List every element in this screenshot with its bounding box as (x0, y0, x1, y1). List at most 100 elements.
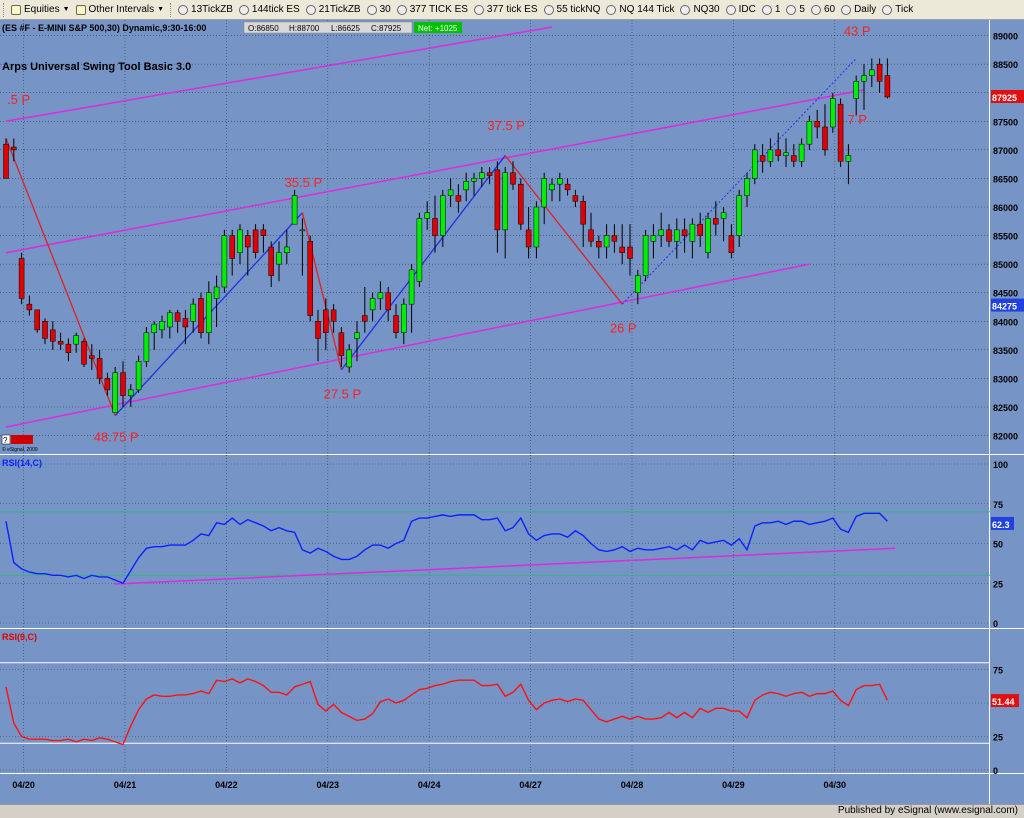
rsi14-tick-label: 50 (993, 540, 1003, 550)
candle-body (502, 172, 508, 231)
candle (611, 224, 618, 253)
candle-body (416, 218, 423, 282)
candle (744, 172, 750, 207)
candle-body (611, 235, 618, 242)
swing-point-label: 35.5 P (285, 175, 323, 190)
candle (432, 195, 438, 253)
candle-body (143, 332, 150, 362)
candle (752, 144, 758, 185)
swing-line-down (504, 155, 623, 305)
candle (26, 295, 33, 316)
price-axis[interactable] (990, 20, 1024, 804)
candle-body (307, 241, 313, 316)
candle-body (588, 229, 594, 242)
svg-text:Net: +1025: Net: +1025 (418, 24, 458, 33)
time-tick-label: 04/20 (12, 780, 35, 790)
candle (401, 298, 407, 345)
candle (728, 224, 735, 259)
price-tick-label: 85000 (993, 260, 1018, 270)
candle (447, 178, 454, 207)
toolbar-button-label: IDC (738, 4, 756, 15)
time-tick-label: 04/29 (722, 780, 745, 790)
candle-body (525, 229, 532, 248)
toolbar-button-60[interactable]: 60 (808, 1, 838, 19)
toolbar-button-30[interactable]: 30 (364, 1, 394, 19)
candle (791, 144, 797, 167)
candle-body (432, 218, 438, 236)
candle (486, 167, 493, 185)
toolbar-button-label: 5 (799, 4, 805, 15)
candle (284, 229, 290, 265)
toolbar-button-tick[interactable]: Tick (879, 1, 916, 19)
toolbar-button-idc[interactable]: IDC (723, 1, 759, 19)
candle-body (167, 312, 173, 328)
candle (252, 224, 259, 259)
toolbar-button-144tick-es[interactable]: 144tick ES (236, 1, 303, 19)
candle (471, 172, 477, 196)
open-value: 86850 (256, 24, 279, 33)
candle-body (323, 309, 329, 333)
toolbar-button-label: 1 (774, 4, 781, 15)
candle (213, 275, 220, 327)
candle-body (861, 75, 867, 82)
svg-text:L:86625: L:86625 (331, 24, 360, 33)
candle-body (876, 63, 883, 82)
candle (533, 201, 540, 259)
toolbar-button-nq30[interactable]: NQ30 (677, 1, 722, 19)
chart-area: RSI(14,C)RSI(9,C) 8900088500880008750087… (0, 20, 1024, 804)
candle (174, 309, 181, 333)
toolbar-button-377-tick-es[interactable]: 377 TICK ES (394, 1, 471, 19)
candle-body (206, 292, 212, 333)
toolbar-button-label: NQ30 (693, 4, 720, 15)
candle-body (252, 229, 259, 253)
candle-body (346, 349, 352, 368)
candle (627, 224, 633, 276)
candle-body (752, 149, 758, 179)
candle (182, 309, 189, 345)
chevron-down-icon: ▼ (62, 6, 70, 13)
chart-corner-controls[interactable]: ? © eSignal, 2009 (1, 434, 38, 453)
toolbar-button-55-ticknq[interactable]: 55 tickNQ (541, 1, 604, 19)
link-icon[interactable] (11, 435, 33, 444)
toolbar-button-other-intervals[interactable]: Other Intervals ▼ (73, 1, 168, 19)
interval-icon (786, 4, 797, 15)
candle (11, 138, 17, 162)
interval-icon (680, 4, 691, 15)
toolbar-button-5[interactable]: 5 (783, 1, 808, 19)
candle-body (767, 149, 774, 162)
toolbar-button-13tickzb[interactable]: 13TickZB (167, 1, 236, 19)
candle (845, 144, 852, 185)
candle-body (814, 121, 820, 128)
candle (869, 58, 875, 87)
price-tick-label: 82000 (993, 432, 1018, 442)
candle-body (822, 126, 828, 151)
candle-body (845, 155, 852, 162)
toolbar-button-equities[interactable]: Equities ▼ (0, 1, 73, 19)
candle (245, 229, 251, 276)
rsi9-last-marker (991, 694, 1019, 708)
help-icon[interactable] (1, 434, 11, 445)
toolbar-button-1[interactable]: 1 (759, 1, 784, 19)
last-price-marker (991, 90, 1024, 103)
candles (3, 58, 891, 413)
candle (518, 178, 524, 230)
price-tick-label: 86000 (993, 203, 1018, 213)
candle-body (50, 329, 56, 342)
candle-body (190, 303, 196, 322)
study-name: Arps Universal Swing Tool Basic 3.0 (2, 61, 191, 73)
net-change-value: +1025 (435, 24, 458, 33)
candle (229, 229, 235, 276)
candle (159, 315, 165, 339)
candle (291, 189, 298, 225)
candle (650, 224, 657, 259)
toolbar-button-nq-144-tick[interactable]: NQ 144 Tick (603, 1, 677, 19)
toolbar-button-377-tick-es[interactable]: 377 tick ES (471, 1, 541, 19)
candle (759, 144, 766, 173)
candle (681, 218, 688, 253)
candle-body (11, 146, 17, 151)
candle-body (401, 303, 407, 333)
toolbar-button-daily[interactable]: Daily (838, 1, 879, 19)
toolbar-button-21tickzb[interactable]: 21TickZB (303, 1, 364, 19)
candle (18, 252, 25, 305)
candle (822, 104, 828, 156)
